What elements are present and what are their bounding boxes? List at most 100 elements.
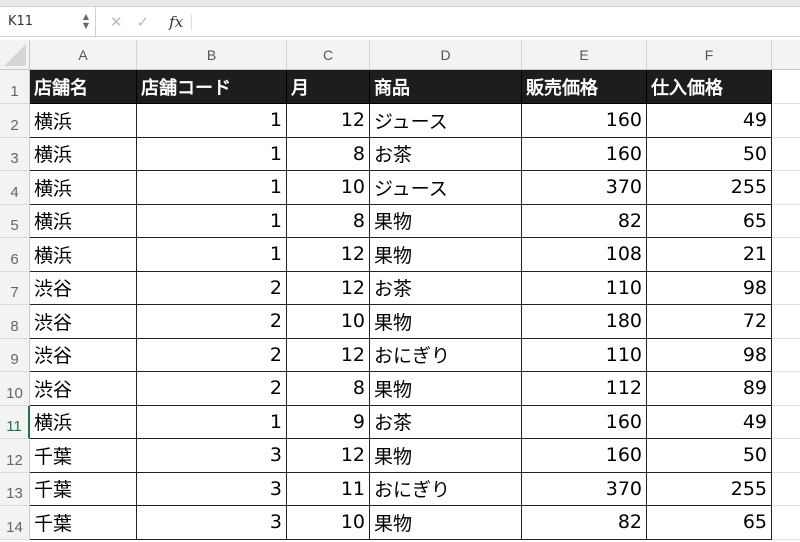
table-cell[interactable]: 千葉 (30, 506, 137, 540)
table-cell[interactable]: 9 (287, 405, 370, 439)
column-header-f[interactable]: F (647, 40, 772, 70)
table-cell[interactable]: お茶 (370, 137, 522, 171)
table-cell[interactable]: 370 (522, 171, 647, 205)
enter-icon[interactable]: ✓ (136, 12, 150, 31)
row-header-1[interactable]: 1 (0, 70, 30, 104)
table-cell[interactable]: 果物 (370, 439, 522, 473)
name-box[interactable]: K11 ▲ ▼ (0, 6, 96, 37)
select-all-corner[interactable] (0, 40, 30, 70)
table-cell[interactable]: 10 (287, 506, 370, 540)
row-header-7[interactable]: 7 (0, 271, 30, 305)
table-cell[interactable]: 12 (287, 104, 370, 138)
formula-input[interactable] (192, 7, 800, 36)
table-cell[interactable] (772, 305, 800, 339)
header-cell[interactable]: 仕入価格 (647, 70, 772, 104)
table-cell[interactable] (772, 205, 800, 238)
table-cell[interactable]: 8 (287, 204, 370, 238)
table-cell[interactable]: ジュース (370, 104, 522, 138)
table-cell[interactable]: 1 (137, 405, 287, 439)
row-header-5[interactable]: 5 (0, 204, 30, 238)
table-cell[interactable]: 渋谷 (30, 338, 137, 372)
table-cell[interactable] (772, 104, 800, 138)
table-cell[interactable]: 82 (522, 506, 647, 540)
table-cell[interactable]: 12 (287, 238, 370, 272)
table-cell[interactable]: 11 (287, 472, 370, 506)
table-cell[interactable]: 3 (137, 439, 287, 473)
table-cell[interactable]: 1 (137, 137, 287, 171)
table-cell[interactable]: 8 (287, 137, 370, 171)
table-cell[interactable]: 82 (522, 204, 647, 238)
table-cell[interactable]: 50 (647, 439, 772, 473)
table-cell[interactable]: 果物 (370, 305, 522, 339)
row-header-13[interactable]: 13 (0, 472, 30, 506)
name-box-spinner-icon[interactable]: ▲ ▼ (82, 11, 89, 30)
table-cell[interactable] (772, 473, 800, 506)
table-cell[interactable]: 3 (137, 506, 287, 540)
row-header-4[interactable]: 4 (0, 171, 30, 205)
row-header-11[interactable]: 11 (0, 405, 30, 439)
column-header-a[interactable]: A (30, 40, 137, 70)
table-cell[interactable]: 1 (137, 204, 287, 238)
column-header-b[interactable]: B (137, 40, 287, 70)
table-cell[interactable] (772, 272, 800, 305)
table-cell[interactable] (772, 339, 800, 372)
table-cell[interactable]: 果物 (370, 204, 522, 238)
table-cell[interactable]: 千葉 (30, 439, 137, 473)
row-header-9[interactable]: 9 (0, 338, 30, 372)
table-cell[interactable]: 渋谷 (30, 271, 137, 305)
table-cell[interactable]: 49 (647, 104, 772, 138)
column-header-d[interactable]: D (370, 40, 522, 70)
table-cell[interactable]: 255 (647, 472, 772, 506)
table-cell[interactable]: 72 (647, 305, 772, 339)
table-cell[interactable] (772, 171, 800, 205)
table-cell[interactable]: 98 (647, 338, 772, 372)
table-cell[interactable]: お茶 (370, 271, 522, 305)
row-header-2[interactable]: 2 (0, 104, 30, 138)
table-cell[interactable]: 50 (647, 137, 772, 171)
table-cell[interactable]: 160 (522, 104, 647, 138)
table-cell[interactable]: 果物 (370, 238, 522, 272)
header-cell[interactable] (772, 70, 800, 104)
table-cell[interactable]: 千葉 (30, 472, 137, 506)
table-cell[interactable]: 1 (137, 104, 287, 138)
table-cell[interactable]: 横浜 (30, 171, 137, 205)
table-cell[interactable]: 65 (647, 506, 772, 540)
insert-function-icon[interactable]: fx (169, 12, 184, 31)
table-cell[interactable]: おにぎり (370, 472, 522, 506)
header-cell[interactable]: 商品 (370, 70, 522, 104)
table-cell[interactable]: 255 (647, 171, 772, 205)
header-cell[interactable]: 店舗コード (137, 70, 287, 104)
column-header-c[interactable]: C (287, 40, 370, 70)
table-cell[interactable]: お茶 (370, 405, 522, 439)
table-cell[interactable]: 108 (522, 238, 647, 272)
row-header-8[interactable]: 8 (0, 305, 30, 339)
table-cell[interactable]: 8 (287, 372, 370, 406)
row-header-14[interactable]: 14 (0, 506, 30, 540)
table-cell[interactable]: 2 (137, 338, 287, 372)
row-header-3[interactable]: 3 (0, 137, 30, 171)
table-cell[interactable]: 渋谷 (30, 305, 137, 339)
table-cell[interactable]: 110 (522, 271, 647, 305)
row-header-12[interactable]: 12 (0, 439, 30, 473)
table-cell[interactable]: 370 (522, 472, 647, 506)
table-cell[interactable]: 2 (137, 305, 287, 339)
table-cell[interactable]: 横浜 (30, 204, 137, 238)
table-cell[interactable]: 横浜 (30, 405, 137, 439)
table-cell[interactable]: 65 (647, 204, 772, 238)
table-cell[interactable]: 渋谷 (30, 372, 137, 406)
table-cell[interactable]: 112 (522, 372, 647, 406)
table-cell[interactable]: 12 (287, 271, 370, 305)
table-cell[interactable]: 180 (522, 305, 647, 339)
table-cell[interactable]: 横浜 (30, 104, 137, 138)
table-cell[interactable]: 160 (522, 439, 647, 473)
table-cell[interactable]: 横浜 (30, 238, 137, 272)
table-cell[interactable]: 49 (647, 405, 772, 439)
table-cell[interactable]: 12 (287, 338, 370, 372)
table-cell[interactable]: 10 (287, 305, 370, 339)
table-cell[interactable]: 160 (522, 137, 647, 171)
table-cell[interactable]: おにぎり (370, 338, 522, 372)
table-cell[interactable]: 10 (287, 171, 370, 205)
table-cell[interactable]: 3 (137, 472, 287, 506)
table-cell[interactable]: 89 (647, 372, 772, 406)
row-header-10[interactable]: 10 (0, 372, 30, 406)
